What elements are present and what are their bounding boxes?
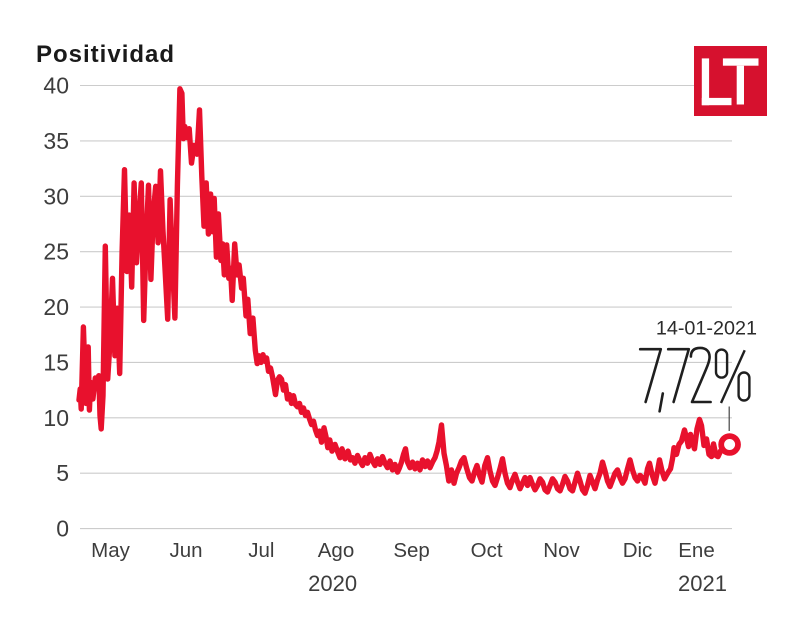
svg-text:Nov: Nov [543, 539, 580, 562]
svg-text:2020: 2020 [308, 571, 357, 596]
svg-text:Ago: Ago [318, 539, 354, 562]
svg-text:Ene: Ene [678, 539, 714, 562]
svg-text:5: 5 [56, 460, 69, 486]
svg-text:10: 10 [43, 405, 69, 431]
svg-text:Positividad: Positividad [36, 41, 175, 68]
svg-text:May: May [91, 539, 130, 562]
svg-text:15: 15 [43, 349, 69, 375]
svg-text:25: 25 [43, 239, 69, 265]
svg-text:Dic: Dic [623, 539, 653, 562]
svg-text:30: 30 [43, 183, 69, 209]
svg-text:Sep: Sep [393, 539, 429, 562]
svg-text:35: 35 [43, 128, 69, 154]
svg-text:2021: 2021 [678, 571, 727, 596]
svg-text:20: 20 [43, 294, 69, 320]
svg-text:Jun: Jun [169, 539, 202, 562]
svg-text:14-01-2021: 14-01-2021 [656, 318, 757, 340]
svg-text:40: 40 [43, 73, 69, 99]
svg-text:Oct: Oct [471, 539, 503, 562]
svg-text:Jul: Jul [248, 539, 274, 562]
svg-text:0: 0 [56, 516, 69, 542]
